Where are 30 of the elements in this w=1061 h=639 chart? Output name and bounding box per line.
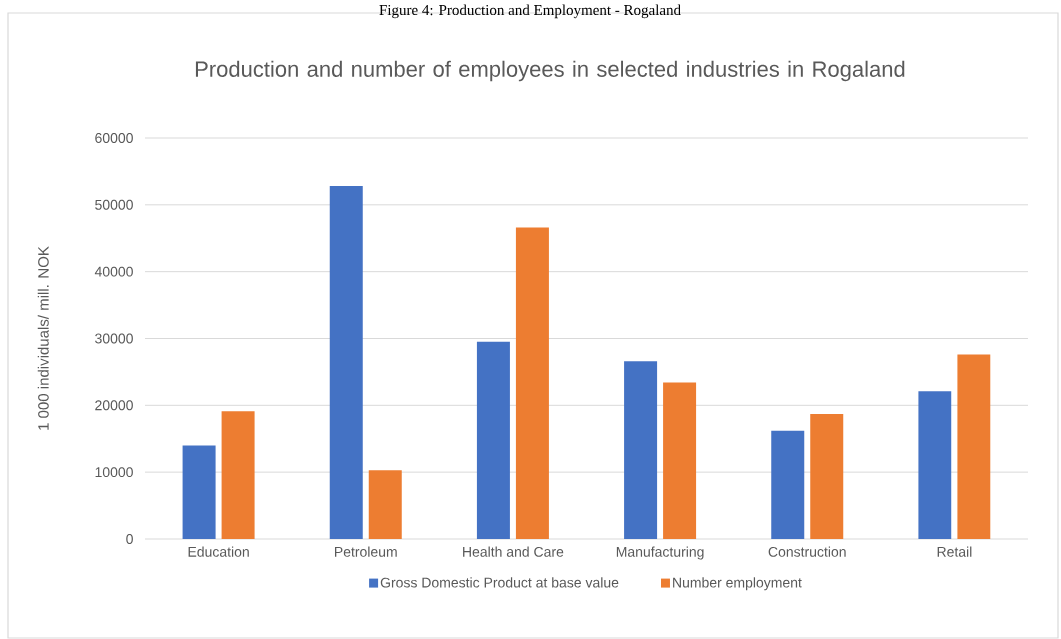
bar [368, 470, 402, 539]
legend-label: Number employment [673, 577, 802, 591]
bar [957, 354, 991, 539]
x-tick-label: Petroleum [335, 546, 397, 557]
bar [515, 227, 549, 539]
bar [624, 361, 658, 539]
bar [810, 414, 844, 539]
x-tick-label: Manufacturing [616, 546, 704, 560]
y-tick-label: 10000 [95, 467, 133, 478]
bar [221, 411, 255, 539]
bar [663, 382, 697, 539]
y-axis-title: 1 000 individuals/ mill. NOK [37, 246, 49, 430]
x-tick-label: Retail [937, 546, 972, 557]
chart-title: Production and number of employees in selected industries in Rogaland [195, 60, 905, 82]
legend-label: Gross Domestic Product at base value [380, 577, 619, 588]
y-tick-label: 30000 [95, 333, 133, 344]
bar [476, 341, 510, 539]
y-tick-label: 50000 [95, 199, 133, 210]
caption: Figure 4: Production and Employment - Rogaland [379, 4, 681, 19]
y-tick-label: 0 [126, 534, 133, 544]
x-tick-label: Health and Care [463, 546, 564, 557]
x-tick-label: Construction [768, 546, 846, 557]
y-tick-label: 60000 [95, 133, 133, 143]
bar [182, 445, 216, 539]
bar [771, 430, 805, 539]
bar [329, 186, 363, 539]
y-tick-label: 20000 [95, 400, 133, 411]
x-tick-label: Education [188, 546, 249, 557]
y-tick-label: 40000 [94, 266, 133, 277]
bar [918, 391, 952, 539]
